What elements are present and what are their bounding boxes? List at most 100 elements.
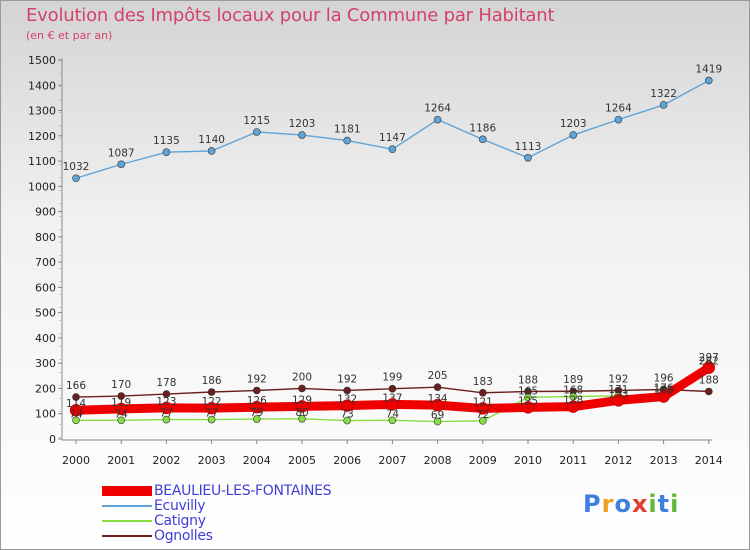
data-point xyxy=(704,387,713,396)
data-label: 1215 xyxy=(243,115,270,127)
x-tick-label: 2006 xyxy=(333,454,361,467)
data-point xyxy=(386,398,399,411)
data-label: 170 xyxy=(111,379,131,391)
data-label: 153 xyxy=(608,388,628,400)
data-point xyxy=(114,402,128,416)
data-point xyxy=(340,399,354,412)
legend-swatch xyxy=(102,535,152,537)
y-tick-label: 200 xyxy=(35,382,56,395)
data-label: 126 xyxy=(247,395,267,407)
proxiti-logo: Proxiti xyxy=(583,490,679,518)
data-label: 1032 xyxy=(63,161,90,173)
data-label: 1181 xyxy=(334,124,361,136)
logo-letter: i xyxy=(648,490,658,518)
data-label: 192 xyxy=(608,373,628,385)
data-point xyxy=(431,398,444,412)
data-point xyxy=(343,136,352,145)
axes: 0 100 200 300 400 500 600 700 800 900 1000 1100 1200… xyxy=(28,54,723,467)
data-point xyxy=(207,415,216,424)
data-point xyxy=(388,145,397,153)
data-label: 74 xyxy=(386,408,400,420)
data-point xyxy=(162,148,171,157)
data-label: 1113 xyxy=(515,141,542,153)
data-label: 74 xyxy=(69,408,83,420)
y-tick-label: 800 xyxy=(35,231,56,244)
data-point xyxy=(207,147,216,155)
data-label: 165 xyxy=(518,385,538,397)
legend-label: Ecuvilly xyxy=(154,498,206,514)
data-label: 199 xyxy=(382,372,402,384)
data-label: 125 xyxy=(518,395,538,407)
data-label: 1203 xyxy=(289,118,316,130)
data-label: 79 xyxy=(250,407,263,419)
series-line xyxy=(75,79,710,179)
y-tick-label: 1000 xyxy=(28,180,56,193)
data-label: 176 xyxy=(654,383,674,395)
y-tick-label: 1400 xyxy=(28,79,56,92)
series-ecuvilly xyxy=(72,76,713,183)
chart-title: Evolution des Impôts locaux pour la Comm… xyxy=(26,5,555,26)
data-label: 1203 xyxy=(560,118,587,130)
data-point xyxy=(614,115,623,124)
data-point xyxy=(524,393,532,402)
data-label: 80 xyxy=(295,407,308,419)
data-point xyxy=(250,400,264,414)
data-label: 77 xyxy=(205,408,218,420)
data-point xyxy=(433,417,442,426)
legend-swatch xyxy=(102,486,152,496)
data-point xyxy=(252,128,261,136)
y-tick-label: 600 xyxy=(35,281,56,294)
data-point xyxy=(524,153,532,162)
data-label: 121 xyxy=(473,396,493,408)
x-tick-label: 2002 xyxy=(152,454,180,467)
data-point xyxy=(569,131,578,139)
data-point xyxy=(207,388,216,396)
data-point xyxy=(569,392,578,401)
y-tick-label: 1500 xyxy=(28,54,56,67)
data-point xyxy=(252,415,261,423)
x-tick-label: 2012 xyxy=(604,454,632,467)
data-label: 134 xyxy=(428,393,448,405)
legend-label: BEAULIEU-LES-FONTAINES xyxy=(154,483,332,499)
data-point xyxy=(704,76,713,85)
legend-swatch xyxy=(102,520,152,522)
data-point xyxy=(162,390,171,398)
data-point xyxy=(433,115,442,124)
data-label: 137 xyxy=(382,392,402,404)
data-label: 123 xyxy=(156,396,176,408)
x-tick-label: 2009 xyxy=(469,454,497,467)
data-label: 183 xyxy=(473,376,493,388)
logo-letter: o xyxy=(614,490,632,518)
series-ognolles xyxy=(72,383,713,401)
series-layer xyxy=(69,76,716,426)
x-tick-label: 2008 xyxy=(424,454,452,467)
data-point xyxy=(205,401,218,415)
data-label: 189 xyxy=(563,374,583,386)
data-label: 196 xyxy=(654,372,674,384)
data-label: 114 xyxy=(66,398,86,410)
data-point xyxy=(388,384,397,393)
legend-label: Catigny xyxy=(154,513,206,529)
data-point xyxy=(343,386,352,395)
data-point xyxy=(69,403,83,417)
data-label: 74 xyxy=(115,408,129,420)
data-label: 188 xyxy=(518,374,538,386)
data-point xyxy=(117,416,125,425)
data-label: 186 xyxy=(202,375,222,387)
logo-letter: x xyxy=(631,490,649,518)
data-label: 192 xyxy=(247,373,267,385)
data-label: 168 xyxy=(654,385,674,397)
logo-letter: t xyxy=(657,490,671,518)
data-point xyxy=(659,101,668,109)
data-point xyxy=(117,160,125,169)
logo-letter: r xyxy=(601,490,615,518)
data-point xyxy=(521,401,535,414)
y-tick-label: 500 xyxy=(35,307,56,320)
data-point xyxy=(298,414,306,423)
data-point xyxy=(162,415,171,424)
x-tick-label: 2010 xyxy=(514,454,542,467)
data-label: 178 xyxy=(156,377,176,389)
data-label: 205 xyxy=(428,370,448,382)
data-point xyxy=(702,361,716,374)
